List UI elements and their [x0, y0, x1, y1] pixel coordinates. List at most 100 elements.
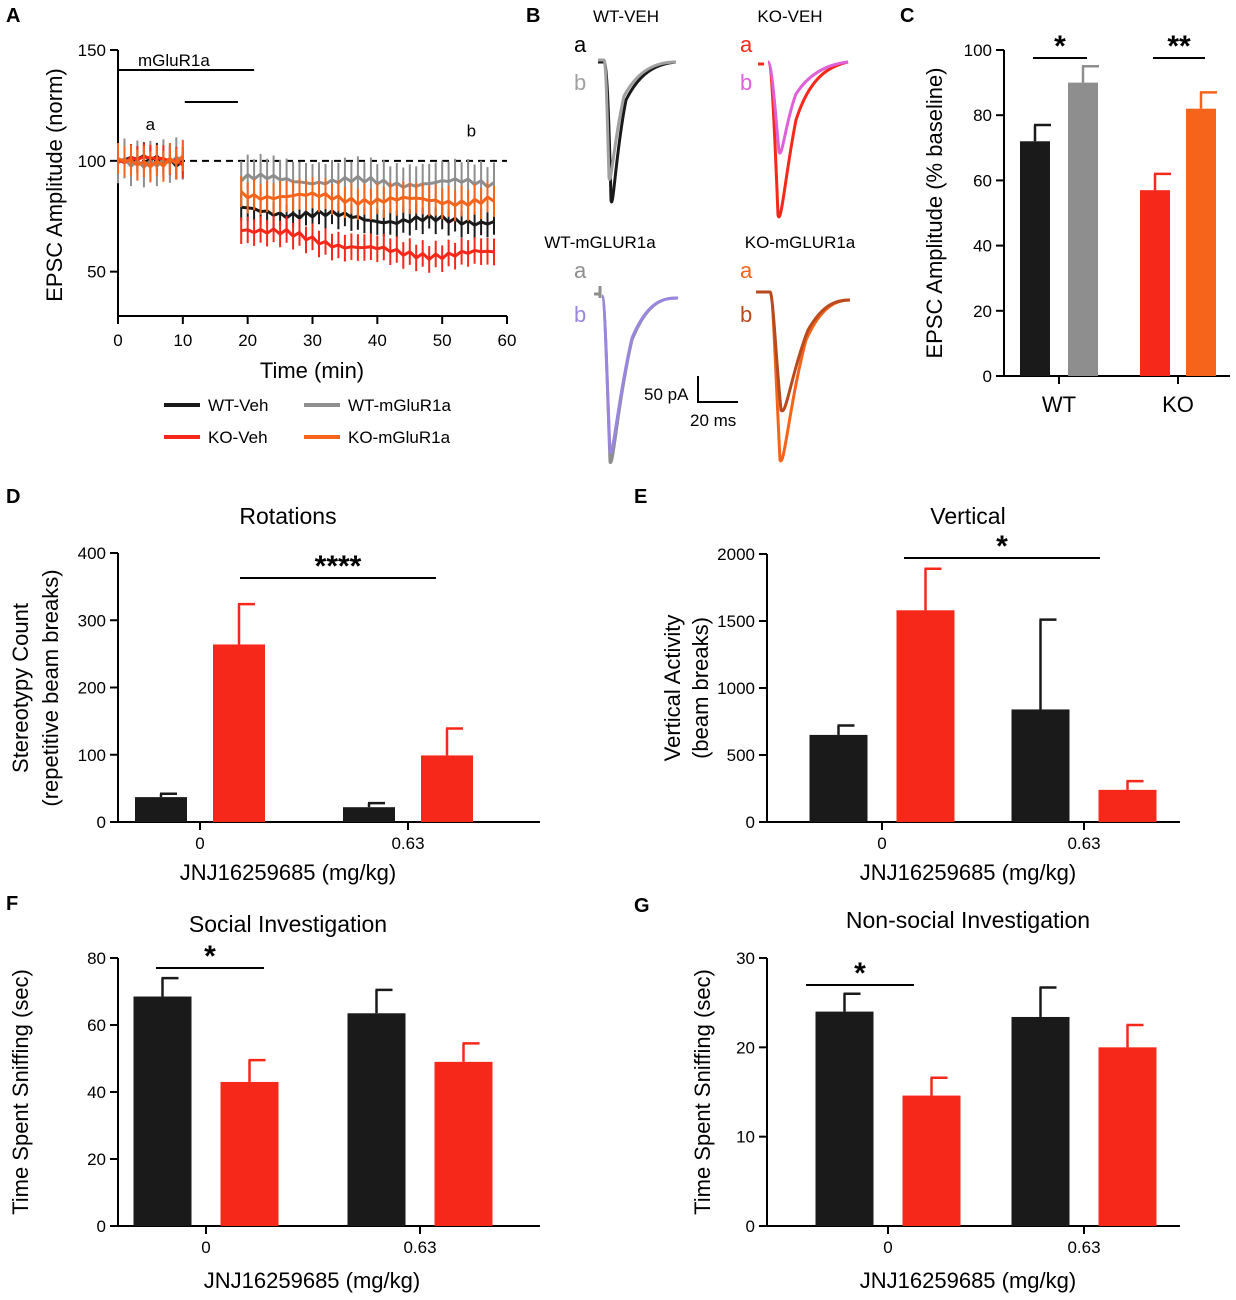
- panel-f-bar-wt-0: [133, 996, 192, 1226]
- panel-d-bar-ko-0: [213, 644, 265, 822]
- panel-a-x-tick-label: 60: [498, 331, 517, 350]
- panel-a-window-label-a: a: [146, 115, 156, 134]
- trace-label-ko-veh-b: b: [740, 70, 752, 95]
- panel-a-x-tick-label: 20: [238, 331, 257, 350]
- trace-label-ko-veh-a: a: [740, 32, 753, 57]
- panel-c-y-tick-label: 60: [973, 171, 992, 190]
- panel-a-post-line-ko-veh: [240, 226, 495, 262]
- panel-label-c: C: [900, 5, 914, 27]
- panel-a-plot-area: 50 100 150 0 10 20 30 40 50 60 a b: [78, 41, 517, 350]
- panel-g-nonsocial: 0 10 20 30 0 0.63 * Non-social Investigation J…: [690, 907, 1180, 1293]
- panel-d-significance-stars: ****: [315, 550, 362, 583]
- panel-c-y-tick-label: 40: [973, 237, 992, 256]
- legend-label-ko-mglur1a: KO-mGluR1a: [348, 428, 451, 447]
- scale-bar-time-label: 20 ms: [690, 411, 736, 430]
- panel-f-social: 0 20 40 60 80 0 0.63 * Social Investigation JNJ…: [8, 911, 540, 1293]
- panel-g-y-tick-label: 0: [746, 1217, 755, 1236]
- trace-wt-veh-b: [598, 58, 677, 181]
- trace-label-ko-mglur1a-b: b: [740, 302, 752, 327]
- panel-f-bar-ko-0: [220, 1081, 279, 1226]
- panel-e-plot-area: 0 500 1000 1500 2000 0 0.63 *: [717, 530, 1180, 853]
- panel-f-bar-ko-1: [434, 1061, 493, 1226]
- panel-b-traces: WT-VEH KO-VEH WT-mGLUR1a KO-mGLUR1a a b …: [544, 7, 856, 464]
- panel-e-y-tick-label: 1000: [717, 679, 755, 698]
- panel-d-y-tick-label: 200: [78, 679, 106, 698]
- trace-wt-mglur1a-b: [600, 294, 679, 455]
- panel-d-rotations: 0 100 200 300 400 0 0.63 **** Rotations JNJ1625…: [8, 503, 540, 885]
- legend-label-wt-veh: WT-Veh: [208, 396, 268, 415]
- panel-c-y-tick-label: 80: [973, 106, 992, 125]
- panel-e-bar-wt-0: [809, 734, 868, 822]
- panel-e-bar-wt-1: [1011, 709, 1070, 822]
- trace-label-wt-mglur1a-a: a: [574, 258, 587, 283]
- panel-d-x-tick-label: 0.63: [391, 834, 424, 853]
- panel-a-baseline-line-ko-mglur1a: [117, 154, 184, 169]
- panel-g-significance-stars: *: [854, 957, 866, 990]
- panel-g-x-tick-label: 0: [883, 1238, 892, 1257]
- legend-label-wt-mglur1a: WT-mGluR1a: [348, 396, 452, 415]
- panel-g-y-tick-label: 30: [736, 949, 755, 968]
- panel-d-y-tick-label: 0: [97, 813, 106, 832]
- panel-a-y-tick-label: 150: [78, 41, 106, 60]
- trace-ko-mglur1a-a: [756, 290, 851, 463]
- panel-label-b: B: [526, 5, 540, 27]
- scale-bar: [697, 376, 738, 403]
- panel-f-x-axis-title: JNJ16259685 (mg/kg): [204, 1268, 420, 1293]
- panel-g-bar-wt-0: [815, 1011, 874, 1226]
- panel-f-y-tick-label: 40: [87, 1083, 106, 1102]
- panel-e-bar-ko-1: [1098, 789, 1157, 822]
- panel-f-x-tick-label: 0: [201, 1238, 210, 1257]
- panel-a-x-tick-label: 10: [173, 331, 192, 350]
- panel-a-post-line-wt-veh: [241, 205, 495, 227]
- panel-a-x-tick-label: 0: [113, 331, 122, 350]
- trace-wt-veh-a: [598, 60, 677, 204]
- trace-label-wt-veh-a: a: [574, 32, 587, 57]
- trace-label-ko-mglur1a-a: a: [740, 258, 753, 283]
- panel-e-title: Vertical: [930, 503, 1005, 529]
- panel-a-y-tick-label: 50: [87, 263, 106, 282]
- panel-d-y-axis-title-line2: (repetitive beam breaks): [38, 569, 63, 806]
- panel-a-x-axis-title: Time (min): [260, 358, 364, 383]
- panel-c-bar-1: [1068, 82, 1098, 376]
- panel-a-post-line-ko-mglur1a: [240, 190, 495, 208]
- panel-e-y-tick-label: 0: [746, 813, 755, 832]
- panel-label-f: F: [6, 893, 18, 915]
- panel-c-y-tick-label: 100: [964, 41, 992, 60]
- panel-c-x-tick-label: WT: [1042, 392, 1076, 417]
- panel-f-bar-wt-1: [347, 1013, 406, 1226]
- panel-g-y-tick-label: 10: [736, 1128, 755, 1147]
- panel-a-x-tick-label: 50: [433, 331, 452, 350]
- panel-a-x-tick-label: 40: [368, 331, 387, 350]
- panel-e-x-tick-label: 0.63: [1067, 834, 1100, 853]
- panel-d-title: Rotations: [239, 503, 336, 529]
- panel-e-vertical: 0 500 1000 1500 2000 0 0.63 * Vertical JNJ16259…: [660, 503, 1180, 885]
- panel-a-window-label-b: b: [467, 121, 476, 140]
- panel-a-timecourse: 50 100 150 0 10 20 30 40 50 60 a b mGluR1a Time (mi…: [42, 41, 516, 447]
- panel-g-bar-wt-1: [1011, 1016, 1070, 1226]
- panel-e-x-axis-title: JNJ16259685 (mg/kg): [860, 860, 1076, 885]
- panel-d-y-axis-title-line1: Stereotypy Count: [8, 603, 33, 773]
- panel-a-y-tick-label: 100: [78, 152, 106, 171]
- panel-f-plot-area: 0 20 40 60 80 0 0.63 *: [87, 940, 540, 1257]
- panel-e-significance-stars: *: [996, 530, 1008, 563]
- panel-c-bar-3: [1186, 108, 1216, 377]
- panel-c-bar-0: [1020, 141, 1050, 376]
- trace-label-wt-veh-b: b: [574, 70, 586, 95]
- panel-g-y-axis-title: Time Spent Sniffing (sec): [690, 969, 715, 1215]
- panel-f-title: Social Investigation: [189, 911, 387, 937]
- panel-d-bar-wt-0: [135, 797, 187, 822]
- panel-f-y-axis-title: Time Spent Sniffing (sec): [8, 969, 33, 1215]
- panel-e-x-tick-label: 0: [877, 834, 886, 853]
- panel-a-post-line-wt-mglur1a: [240, 172, 495, 190]
- panel-d-bar-wt-1: [343, 807, 395, 822]
- panel-c-y-tick-label: 20: [973, 302, 992, 321]
- panel-e-y-axis-title-line1: Vertical Activity: [660, 615, 685, 762]
- panel-g-bar-ko-0: [902, 1095, 961, 1226]
- trace-ko-veh-a: [758, 60, 849, 219]
- trace-title-ko-veh: KO-VEH: [757, 7, 822, 26]
- panel-c-significance-stars: *: [1054, 30, 1066, 63]
- panel-d-x-axis-title: JNJ16259685 (mg/kg): [180, 860, 396, 885]
- panel-g-x-axis-title: JNJ16259685 (mg/kg): [860, 1268, 1076, 1293]
